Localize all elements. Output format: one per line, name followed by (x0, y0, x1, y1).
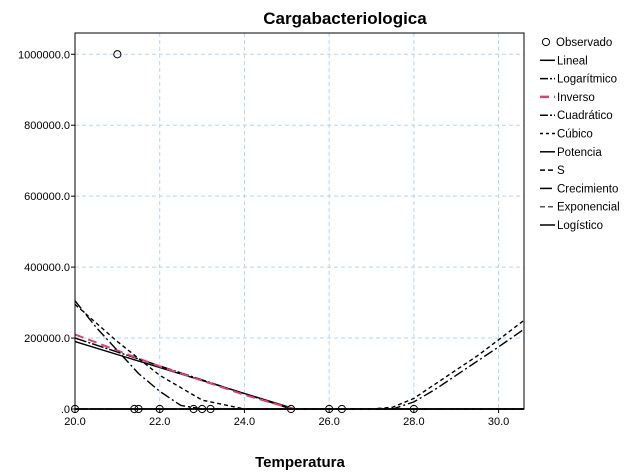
legend-label-6: S (557, 165, 565, 177)
x-tick-label: 28.0 (403, 416, 424, 428)
legend-label-0: Lineal (557, 55, 588, 67)
legend-marker-observado (541, 37, 551, 47)
legend-label-1: Logarítmico (557, 74, 617, 86)
y-tick-label: 200000.0 (24, 333, 70, 345)
y-axis-ticks: .0 200000.0 400000.0 600000.0 800000.0 100000… (18, 49, 75, 416)
legend-label-3: Cuadrático (557, 110, 613, 122)
legend-label-8: Exponencial (557, 202, 620, 214)
y-tick-label: 600000.0 (24, 191, 70, 203)
y-tick-label: .0 (61, 404, 70, 416)
observed-point (113, 50, 122, 59)
series-line-4 (74, 303, 525, 410)
series-line-1 (74, 337, 524, 410)
legend-label-9: Logístico (557, 220, 603, 232)
gridlines (74, 33, 524, 409)
x-axis-ticks: 20.0 22.0 24.0 26.0 28.0 30.0 (64, 409, 509, 428)
legend-label-5: Potencia (557, 147, 602, 159)
x-tick-label: 20.0 (64, 416, 85, 428)
legend-label-observado: Observado (556, 37, 612, 49)
series-line-2 (74, 333, 524, 410)
plot-frame (74, 32, 525, 410)
series-line-3 (74, 300, 525, 410)
x-tick-label: 24.0 (234, 416, 255, 428)
legend-label-7: Crecimiento (557, 183, 618, 195)
legend: Observado Lineal Logarítmico Inverso Cuadrát… (540, 37, 620, 232)
series-lines (74, 300, 525, 410)
legend-label-4: Cúbico (557, 129, 593, 141)
y-tick-label: 400000.0 (24, 262, 70, 274)
x-tick-label: 26.0 (318, 416, 339, 428)
x-tick-label: 30.0 (488, 416, 509, 428)
y-tick-label: 800000.0 (24, 120, 70, 132)
x-tick-label: 22.0 (149, 416, 170, 428)
y-tick-label: 1000000.0 (18, 49, 70, 61)
legend-label-2: Inverso (557, 92, 595, 104)
chart-title: Cargabacteriologica (263, 9, 427, 28)
x-axis-title: Temperatura (255, 454, 345, 471)
